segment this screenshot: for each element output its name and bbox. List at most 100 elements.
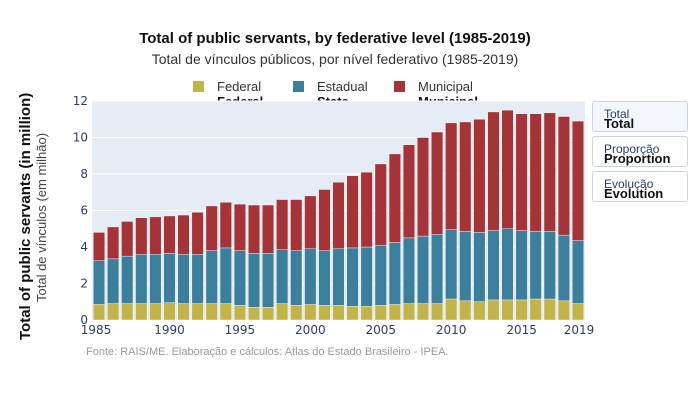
bar-estadual-2007[interactable] [402,237,415,304]
bar-federal-2013[interactable] [487,299,500,321]
bar-municipal-1998[interactable] [276,199,289,250]
bar-federal-1994[interactable] [219,303,232,321]
bar-estadual-1997[interactable] [262,253,275,308]
bar-estadual-1991[interactable] [177,254,190,304]
bar-municipal-2011[interactable] [459,121,472,232]
bar-municipal-1995[interactable] [233,203,246,251]
bar-federal-2000[interactable] [304,304,317,321]
bar-estadual-2012[interactable] [473,232,486,302]
bar-federal-1996[interactable] [248,307,260,321]
bar-federal-2016[interactable] [529,298,542,321]
bar-estadual-2014[interactable] [501,228,514,301]
bar-estadual-1993[interactable] [205,250,218,304]
bar-federal-1997[interactable] [262,307,275,321]
bar-federal-1998[interactable] [276,303,289,321]
bar-municipal-1996[interactable] [248,204,260,254]
bar-estadual-2001[interactable] [318,250,331,306]
bar-municipal-2008[interactable] [417,137,429,237]
bar-federal-2015[interactable] [515,299,528,321]
bar-federal-1988[interactable] [135,303,148,321]
bar-estadual-1988[interactable] [135,254,148,304]
bar-estadual-2006[interactable] [388,242,401,305]
bar-estadual-2019[interactable] [571,240,584,304]
bar-estadual-1995[interactable] [233,250,246,306]
bar-federal-2008[interactable] [417,303,429,321]
bar-municipal-2013[interactable] [487,111,500,231]
bar-estadual-2004[interactable] [360,246,373,307]
total-button[interactable]: Total Total [592,101,688,132]
bar-estadual-1986[interactable] [107,258,120,304]
bar-municipal-2003[interactable] [346,175,359,249]
bar-estadual-2002[interactable] [332,248,345,306]
bar-estadual-2015[interactable] [515,230,528,301]
bar-federal-1989[interactable] [149,303,162,321]
bar-municipal-1992[interactable] [191,212,204,255]
bar-federal-1990[interactable] [163,302,176,321]
bar-municipal-2019[interactable] [571,120,584,241]
bar-municipal-1991[interactable] [177,214,190,255]
bar-estadual-2011[interactable] [459,231,472,302]
bar-estadual-2018[interactable] [557,234,570,302]
bar-estadual-2017[interactable] [543,231,556,300]
bar-federal-2019[interactable] [571,303,584,321]
bar-municipal-2017[interactable] [543,112,556,232]
bar-federal-2017[interactable] [543,298,556,321]
bar-federal-2010[interactable] [445,298,458,321]
bar-estadual-1989[interactable] [149,254,162,304]
bar-estadual-1992[interactable] [191,254,204,304]
bar-federal-1985[interactable] [93,304,106,321]
bar-federal-2012[interactable] [473,301,486,321]
bar-municipal-1993[interactable] [205,205,218,251]
bar-estadual-1996[interactable] [248,253,260,308]
bar-municipal-1985[interactable] [93,232,106,261]
bar-municipal-2002[interactable] [332,182,345,250]
bar-estadual-2008[interactable] [417,235,429,304]
bar-federal-1999[interactable] [290,305,303,321]
bar-federal-2006[interactable] [388,304,401,321]
bar-municipal-2018[interactable] [557,116,570,236]
bar-estadual-2016[interactable] [529,231,542,300]
bar-federal-1991[interactable] [177,303,190,321]
bar-municipal-1988[interactable] [135,217,148,255]
bar-municipal-2004[interactable] [360,171,373,248]
bar-federal-1995[interactable] [233,305,246,321]
bar-federal-2007[interactable] [402,303,415,321]
bar-federal-1993[interactable] [205,303,218,321]
bar-federal-1987[interactable] [121,303,134,321]
bar-municipal-1987[interactable] [121,221,134,257]
bar-estadual-2013[interactable] [487,230,500,301]
proportion-button[interactable]: Proporção Proportion [592,136,688,167]
bar-municipal-1997[interactable] [262,204,275,254]
bar-municipal-2010[interactable] [445,122,458,230]
bar-federal-2004[interactable] [360,306,373,321]
bar-municipal-2000[interactable] [304,195,317,250]
bar-estadual-2005[interactable] [374,244,387,306]
bar-municipal-1999[interactable] [290,199,303,251]
bar-municipal-1990[interactable] [163,215,176,254]
bar-federal-2009[interactable] [431,303,444,321]
bar-federal-2018[interactable] [557,300,570,321]
bar-estadual-1998[interactable] [276,249,289,304]
bar-estadual-2010[interactable] [445,229,458,300]
bar-municipal-1994[interactable] [219,202,232,249]
bar-estadual-2003[interactable] [346,247,359,307]
bar-municipal-1986[interactable] [107,226,120,260]
bar-municipal-2015[interactable] [515,113,528,231]
bar-federal-2001[interactable] [318,305,331,321]
bar-municipal-1989[interactable] [149,216,162,255]
bar-federal-2005[interactable] [374,305,387,321]
bar-federal-1992[interactable] [191,303,204,321]
bar-federal-2003[interactable] [346,306,359,321]
bar-estadual-1994[interactable] [219,247,232,304]
bar-municipal-2005[interactable] [374,163,387,246]
bar-federal-2014[interactable] [501,299,514,321]
bar-estadual-1990[interactable] [163,253,176,303]
bar-estadual-1987[interactable] [121,255,134,304]
bar-federal-2011[interactable] [459,300,472,321]
bar-municipal-2014[interactable] [501,109,514,229]
bar-municipal-2001[interactable] [318,189,331,251]
bar-estadual-2000[interactable] [304,248,317,305]
evolution-button[interactable]: Evolução Evolution [592,171,688,202]
bar-municipal-2009[interactable] [431,131,444,235]
bar-estadual-1985[interactable] [93,260,106,305]
